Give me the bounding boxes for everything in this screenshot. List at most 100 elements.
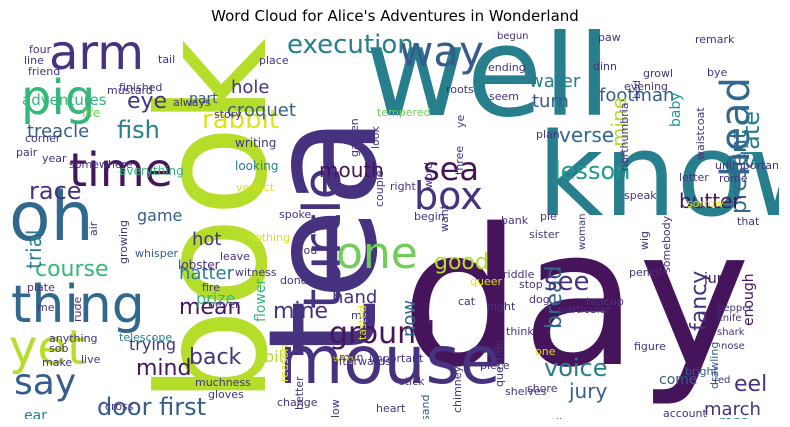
word-175: pie: [540, 210, 557, 223]
word-53: hatter: [179, 263, 235, 284]
word-99: knife: [717, 313, 742, 324]
word-19: execution: [287, 30, 414, 60]
word-105: think: [506, 325, 534, 338]
word-168: waistcoat: [694, 107, 707, 160]
word-42: mouth: [319, 158, 384, 182]
word-113: sister: [529, 228, 560, 241]
word-36: see: [544, 267, 590, 297]
word-102: figure: [634, 340, 666, 353]
word-121: plan: [536, 128, 560, 141]
word-174: letter: [679, 171, 709, 184]
word-34: mind: [136, 356, 192, 381]
word-141: plate: [27, 281, 55, 294]
word-59: juror: [704, 271, 737, 287]
word-5: know: [537, 109, 779, 243]
word-142: air: [87, 221, 100, 236]
word-1: day: [401, 188, 751, 409]
word-22: rabbit: [202, 105, 280, 135]
word-6: mouse: [279, 322, 501, 399]
word-31: race: [29, 177, 82, 205]
word-11: pig: [21, 70, 96, 126]
word-159: paw: [598, 31, 621, 44]
word-50: good: [434, 250, 489, 275]
word-21: ground: [329, 316, 436, 351]
word-57: trying: [129, 335, 177, 354]
chart-title: Word Cloud for Alice's Adventures in Won…: [211, 7, 579, 25]
word-137: sob: [49, 342, 69, 355]
word-28: door first: [97, 393, 206, 419]
word-191: shelves: [505, 385, 547, 398]
word-67: bill: [264, 347, 288, 366]
word-154: line: [24, 54, 44, 67]
word-68: flower: [253, 278, 269, 322]
word-117: word: [422, 161, 435, 189]
word-58: come: [659, 372, 698, 388]
word-17: box: [414, 174, 483, 218]
word-143: somewhere: [69, 158, 133, 171]
word-16: say: [14, 362, 77, 403]
word-90: shore: [527, 382, 558, 395]
word-127: spoke: [279, 208, 312, 221]
word-189: better: [293, 376, 306, 410]
word-101: pencil: [629, 266, 662, 279]
word-107: teacup: [586, 295, 624, 308]
word-72: looking: [235, 159, 279, 173]
word-69: now: [399, 299, 420, 337]
word-25: verse: [559, 123, 615, 147]
word-119: want: [438, 204, 451, 232]
word-115: begin: [414, 210, 445, 223]
word-176: woman: [577, 213, 588, 250]
word-9: time: [69, 143, 173, 197]
word-112: riddle: [503, 268, 535, 281]
word-147: mustard: [107, 84, 153, 97]
word-165: ye: [454, 114, 467, 128]
word-62: ear: [24, 408, 47, 419]
word-126: verdict: [236, 181, 275, 194]
word-60: enough: [741, 273, 757, 326]
word-162: growl: [643, 67, 674, 80]
word-150: tail: [158, 53, 176, 66]
word-2: well: [365, 29, 612, 145]
word-140: me: [37, 301, 55, 314]
word-cloud: daywellteabookknowmouseohthingtimeturtle…: [9, 29, 779, 419]
word-179: particular: [558, 303, 611, 316]
word-8: thing: [11, 275, 145, 335]
word-96: red: [714, 375, 731, 386]
word-23: fish: [117, 116, 160, 144]
word-55: game: [137, 206, 183, 225]
word-100: pepper: [717, 303, 753, 314]
word-111: queer: [470, 275, 503, 288]
word-153: four: [29, 43, 52, 56]
word-74: lobster: [178, 258, 220, 272]
word-185: tasted: [356, 305, 369, 340]
word-93: account: [663, 407, 707, 419]
word-192: mine: [273, 299, 329, 324]
word-78: muchness: [195, 376, 251, 389]
word-39: march: [704, 399, 761, 419]
word-106: piece: [480, 359, 510, 372]
word-103: face: [476, 343, 500, 356]
word-130: witness: [235, 266, 277, 279]
word-148: finished: [119, 81, 163, 94]
word-151: story: [214, 108, 242, 121]
word-40: eel: [734, 372, 768, 397]
word-187: reason: [278, 344, 291, 382]
word-29: voice: [544, 354, 608, 382]
word-129: you: [297, 244, 318, 257]
word-178: somebody: [660, 215, 673, 273]
word-73: everything: [119, 164, 184, 178]
word-146: corner: [25, 132, 61, 145]
word-95: bright: [685, 365, 718, 378]
word-15: yet: [9, 320, 86, 376]
word-123: seem: [489, 90, 519, 103]
word-77: telescope: [119, 331, 173, 344]
word-46: footman: [599, 85, 675, 106]
word-86: sand: [419, 394, 432, 419]
word-64: baby: [668, 92, 684, 127]
word-45: turn: [532, 91, 569, 112]
word-48: croquet: [227, 100, 296, 121]
word-167: northumbria: [618, 102, 631, 172]
word-79: gloves: [208, 388, 244, 401]
word-109: dog: [529, 293, 550, 306]
word-132: done: [280, 274, 308, 287]
